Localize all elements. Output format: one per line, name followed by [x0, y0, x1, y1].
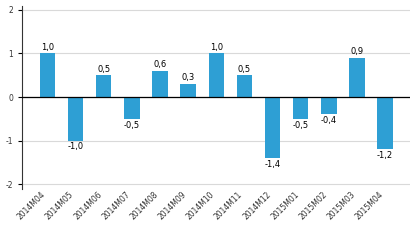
Text: 0,5: 0,5	[97, 64, 110, 74]
Bar	[237, 75, 252, 97]
Bar	[68, 97, 83, 141]
Bar	[181, 84, 196, 97]
Text: 1,0: 1,0	[41, 43, 54, 52]
Bar	[40, 54, 55, 97]
Bar	[208, 54, 224, 97]
Text: 0,5: 0,5	[238, 64, 251, 74]
Bar	[321, 97, 337, 114]
Bar	[124, 97, 140, 119]
Text: 0,3: 0,3	[181, 73, 195, 82]
Bar	[265, 97, 280, 158]
Text: -0,5: -0,5	[124, 121, 140, 130]
Bar	[293, 97, 308, 119]
Text: -0,5: -0,5	[292, 121, 309, 130]
Text: -1,2: -1,2	[377, 151, 393, 160]
Text: -1,4: -1,4	[265, 160, 280, 169]
Text: 0,6: 0,6	[154, 60, 167, 69]
Bar	[349, 58, 365, 97]
Text: -0,4: -0,4	[321, 116, 337, 125]
Bar	[96, 75, 111, 97]
Text: -1,0: -1,0	[67, 142, 84, 151]
Bar	[377, 97, 393, 149]
Bar	[152, 71, 168, 97]
Text: 0,9: 0,9	[350, 47, 364, 56]
Text: 1,0: 1,0	[210, 43, 223, 52]
